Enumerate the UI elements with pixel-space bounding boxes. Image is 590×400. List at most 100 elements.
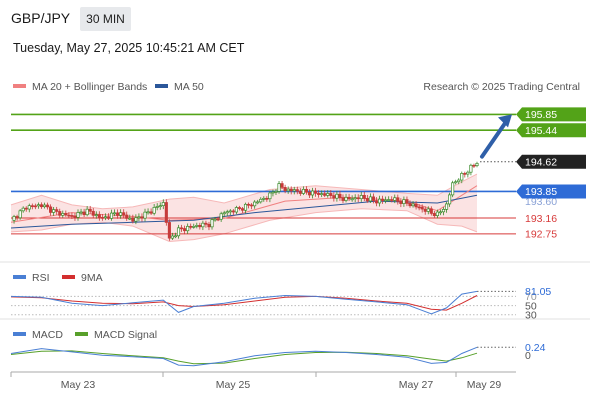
candle-body [472,164,476,167]
candle-body [438,211,443,214]
candle-body [280,183,284,188]
candle-body [475,163,479,166]
candle-body [320,193,324,195]
candle-body [33,205,37,208]
legend-macd-signal: MACD Signal [94,329,157,341]
candle-body [329,193,333,196]
candle-body [423,208,427,212]
candle-body [377,198,382,204]
candle-body [420,206,424,210]
legend-macd: MACD [32,329,63,341]
candle-body [408,203,412,207]
candle-body [180,227,184,230]
macd-legend: MACD MACD Signal [13,329,157,341]
candle-body [58,211,62,216]
candle-body [292,189,296,192]
last-price-tag [516,154,586,169]
candle-body [417,206,421,209]
timeframe-button[interactable]: 30 MIN [80,7,131,31]
candle-body [265,197,269,200]
candle-body [371,196,375,201]
candle-body [119,212,123,216]
candle-body [451,182,455,196]
candle-body [295,189,299,192]
candle-body [36,204,40,207]
candle-body [326,193,330,196]
candle-body [259,198,263,203]
macd-zero-label: 0 [525,350,531,362]
candle-body [198,225,202,228]
candle-body [353,197,357,200]
candle-body [387,199,391,201]
candle-body [106,216,111,219]
candle-body [359,195,363,200]
x-tick-label: May 25 [216,379,251,391]
legend-ma50: MA 50 [174,81,204,93]
candle-body [85,208,89,216]
resistance-level-label: 195.85 [525,109,557,121]
candle-body [277,183,281,192]
legend-swatch-macd-signal [75,332,88,336]
macd-panel: 0.240 [10,342,546,367]
candle-body [113,212,117,215]
candle-body [116,212,120,216]
candle-body [317,193,321,195]
candle-body [432,213,436,217]
rsi-line [10,290,478,315]
candle-body [140,216,144,219]
candle-body [262,197,266,200]
rsi-legend: RSI 9MA [13,272,103,284]
candle-body [274,191,278,193]
candle-body [42,204,47,208]
macd-signal-line [10,350,478,365]
main-legend: MA 20 + Bollinger Bands MA 50 Research ©… [13,81,580,93]
x-tick-label: May 29 [467,379,502,391]
candle-body [396,197,400,202]
candle-body [393,197,397,201]
symbol-label: GBP/JPY [11,10,71,26]
candle-body [158,205,162,208]
pivot-level-label: 193.85 [525,186,557,198]
rsi-midline-label: 50 [525,300,537,312]
rsi-level-label: 70 [525,291,537,303]
candle-body [323,193,327,196]
candle-body [189,225,193,228]
candle-body [250,204,254,207]
candle-body [332,195,336,199]
candle-body [390,199,394,201]
candle-body [149,211,153,214]
candle-body [82,211,86,216]
candle-body [314,190,318,194]
candle-body [170,235,174,239]
candle-body [67,214,71,217]
macd-line [10,346,478,367]
obscured-price-label: 193.60 [525,196,557,208]
candle-body [97,214,101,218]
resistance-level-label: 195.44 [525,125,557,137]
legend-swatch-ma50 [155,84,168,88]
candle-body [466,171,470,175]
candle-body [210,219,214,228]
candle-body [304,188,308,193]
candle-body [362,195,366,199]
candle-body [24,207,28,210]
resistance-level-tag [516,123,586,138]
candle-body [64,213,68,216]
candle-body [460,173,464,181]
x-tick-label: May 27 [399,379,434,391]
legend-9ma: 9MA [81,272,103,284]
candle-body [463,173,467,175]
candle-body [134,217,138,222]
candle-body [225,211,229,214]
candle-body [237,207,241,209]
candle-body [341,197,345,201]
candle-body [88,208,92,212]
forecast-arrow-head [498,114,512,128]
candle-body [350,198,354,201]
candle-body [45,204,50,208]
candle-body [448,194,452,205]
candle-body [441,209,446,213]
legend-swatch-9ma [62,275,75,279]
candle-body [137,216,141,219]
